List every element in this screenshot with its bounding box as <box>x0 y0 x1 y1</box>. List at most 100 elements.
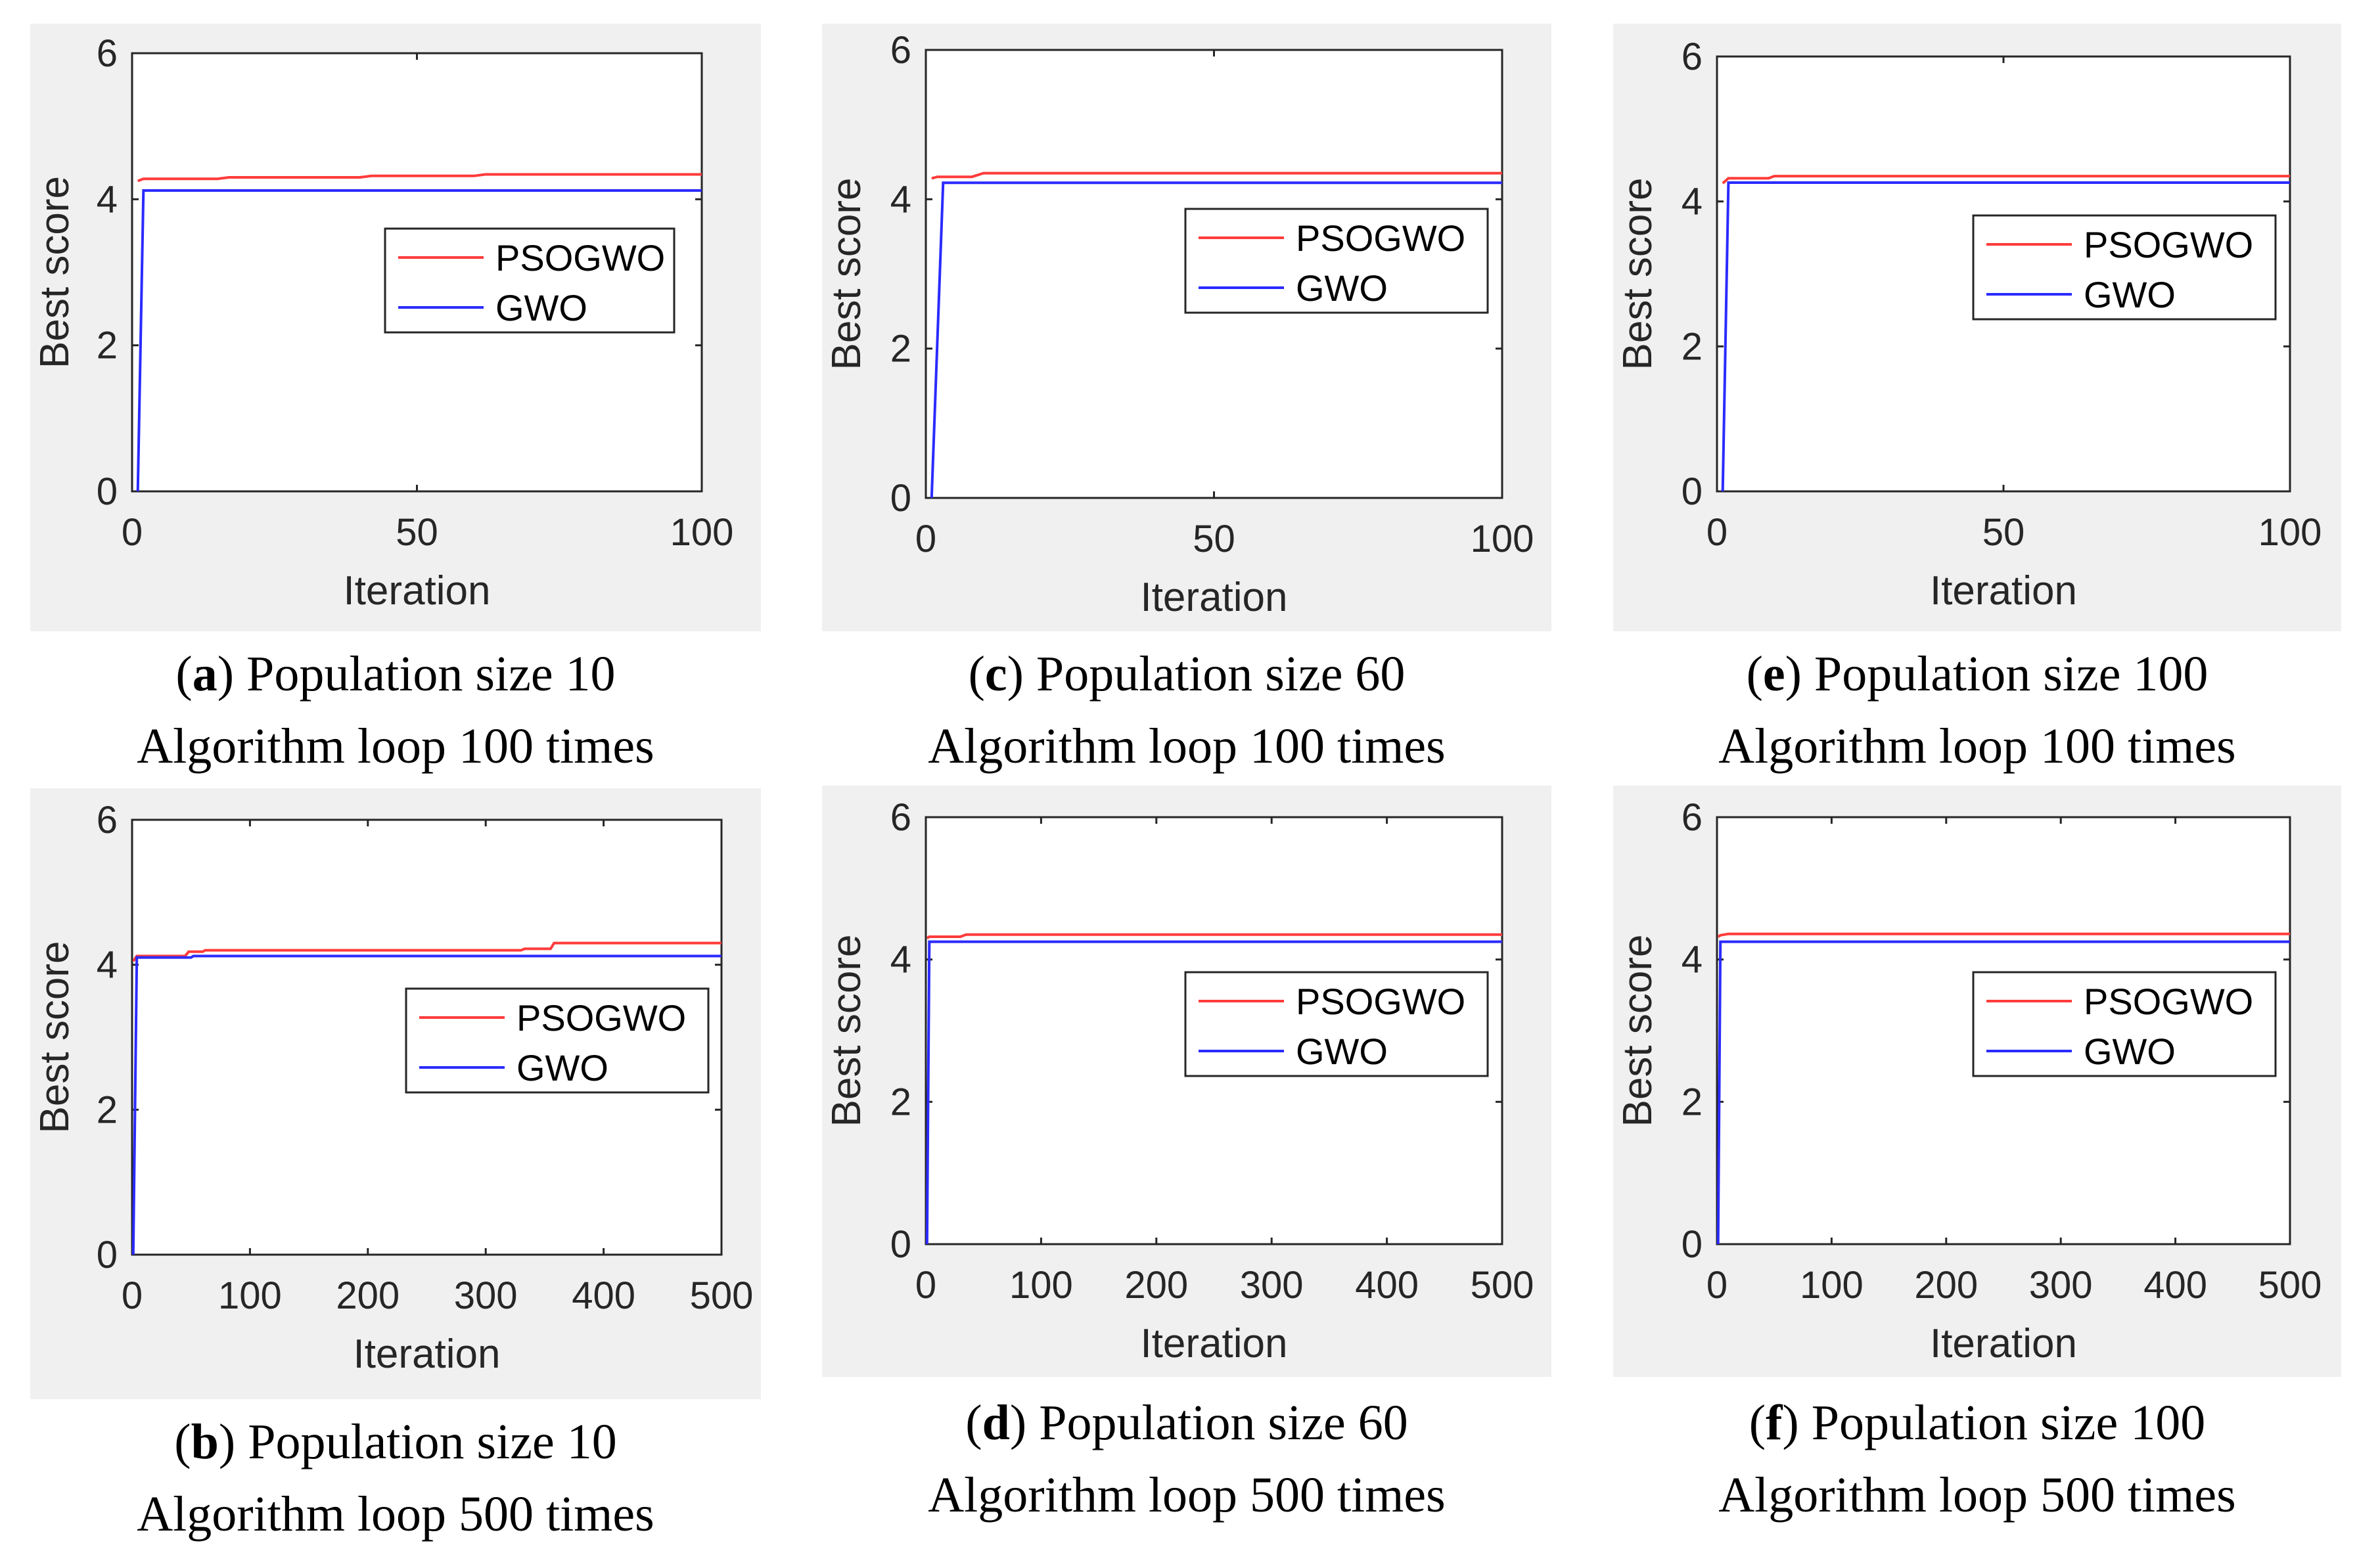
caption-letter: b <box>191 1414 219 1469</box>
chart-svg: 0 50 100 0 2 4 6 Iteration Best score PSOGWO GWO <box>32 32 733 614</box>
y-tick-label: 2 <box>1682 1081 1703 1123</box>
x-tick-label: 50 <box>1193 518 1235 560</box>
figure-area: 0 100 200 300 400 500 0 2 4 6 Iteration Best score P… <box>1613 786 2341 1377</box>
caption-line1: Population size 10 <box>248 1414 617 1469</box>
caption-letter: a <box>192 646 217 702</box>
subplot-b: 0 100 200 300 400 500 0 2 4 6 Iteration Best score P… <box>30 788 761 1557</box>
subplot-d: 0 100 200 300 400 500 0 2 4 6 Iteration Best score P… <box>822 786 1551 1554</box>
y-tick-label: 6 <box>890 29 911 72</box>
y-tick-label: 0 <box>890 477 911 520</box>
legend-label-gwo: GWO <box>495 287 587 328</box>
y-tick-label: 0 <box>1682 1223 1703 1266</box>
caption-letter: d <box>982 1395 1010 1450</box>
subplot-f: 0 100 200 300 400 500 0 2 4 6 Iteration Best score P… <box>1613 786 2341 1554</box>
x-axis-label: Iteration <box>1140 575 1287 620</box>
chart-svg: 0 100 200 300 400 500 0 2 4 6 Iteration Best score P… <box>824 796 1534 1366</box>
figure-area: 0 50 100 0 2 4 6 Iteration Best score PSOGWO GWO <box>30 24 761 631</box>
caption: (b) Population size 10 Algorithm loop 50… <box>30 1406 761 1550</box>
x-tick-label: 0 <box>1706 511 1728 554</box>
y-tick-label: 6 <box>97 799 118 841</box>
caption-line2: Algorithm loop 100 times <box>928 719 1446 774</box>
x-tick-label: 400 <box>2143 1264 2207 1307</box>
caption-letter: e <box>1762 646 1785 702</box>
caption: (d) Population size 60 Algorithm loop 50… <box>822 1387 1551 1531</box>
caption-line2: Algorithm loop 100 times <box>1718 719 2236 774</box>
subplot-e: 0 50 100 0 2 4 6 Iteration Best score PSOGWO GWO (… <box>1613 24 2341 774</box>
figure-area: 0 100 200 300 400 500 0 2 4 6 Iteration Best score P… <box>30 788 761 1399</box>
x-tick-label: 100 <box>1800 1264 1864 1307</box>
y-axis-label: Best score <box>824 935 869 1127</box>
series-line-psogwo <box>931 171 1502 180</box>
x-tick-label: 500 <box>2258 1264 2322 1307</box>
chart-svg: 0 100 200 300 400 500 0 2 4 6 Iteration Best score P… <box>1615 796 2322 1366</box>
y-tick-label: 4 <box>1682 181 1703 223</box>
y-tick-label: 6 <box>1682 35 1703 78</box>
caption: (c) Population size 60 Algorithm loop 10… <box>822 638 1551 782</box>
legend-box <box>405 987 710 1094</box>
caption: (e) Population size 100 Algorithm loop 1… <box>1613 638 2341 782</box>
y-axis-label: Best score <box>1615 935 1660 1127</box>
caption-line1: Population size 100 <box>1811 1395 2206 1450</box>
x-tick-label: 300 <box>1240 1264 1304 1307</box>
legend-label-gwo: GWO <box>1296 267 1388 309</box>
caption-line2: Algorithm loop 500 times <box>928 1467 1446 1523</box>
x-tick-label: 200 <box>1124 1264 1188 1307</box>
series-line-gwo <box>131 954 721 1255</box>
x-tick-label: 100 <box>1471 518 1534 560</box>
x-axis-label: Iteration <box>1930 1321 2077 1366</box>
caption-line1: Population size 10 <box>246 646 616 702</box>
y-tick-label: 2 <box>890 1081 911 1123</box>
x-tick-label: 0 <box>1706 1264 1728 1307</box>
x-tick-label: 0 <box>915 518 936 560</box>
caption: (a) Population size 10 Algorithm loop 10… <box>30 638 761 782</box>
series-line-psogwo <box>132 941 721 962</box>
series-line-gwo <box>1721 181 2290 492</box>
x-tick-label: 500 <box>1471 1264 1534 1307</box>
series-line-gwo <box>136 189 702 492</box>
x-axis-label: Iteration <box>353 1332 500 1377</box>
y-tick-label: 4 <box>97 178 118 221</box>
chart-svg: 0 100 200 300 400 500 0 2 4 6 Iteration Best score P… <box>32 799 753 1377</box>
legend-box <box>384 227 675 334</box>
y-tick-label: 0 <box>97 470 118 513</box>
y-tick-label: 2 <box>97 325 118 367</box>
series-line-psogwo <box>1722 175 2290 185</box>
legend-label-psogwo: PSOGWO <box>495 237 665 279</box>
x-tick-label: 100 <box>218 1274 282 1317</box>
x-tick-label: 100 <box>2258 511 2322 554</box>
legend-label-psogwo: PSOGWO <box>1296 217 1465 259</box>
legend-label-psogwo: PSOGWO <box>516 997 686 1039</box>
y-tick-label: 6 <box>97 32 118 75</box>
subplot-c: 0 50 100 0 2 4 6 Iteration Best score PSOGWO GWO (… <box>822 24 1551 774</box>
subplot-a: 0 50 100 0 2 4 6 Iteration Best score PSOGWO GWO (… <box>30 24 761 774</box>
series-line-psogwo <box>1717 932 2290 938</box>
x-tick-label: 200 <box>1914 1264 1978 1307</box>
legend-label-gwo: GWO <box>2084 1031 2176 1072</box>
y-axis-label: Best score <box>1615 178 1660 370</box>
y-tick-label: 0 <box>1682 470 1703 513</box>
legend-label-gwo: GWO <box>1296 1031 1388 1072</box>
legend-label-psogwo: PSOGWO <box>2084 224 2253 265</box>
y-tick-label: 4 <box>97 944 118 987</box>
x-tick-label: 0 <box>122 1274 143 1317</box>
legend-box <box>1972 214 2277 321</box>
caption-line2: Algorithm loop 500 times <box>1718 1467 2236 1523</box>
legend-box <box>1972 971 2277 1077</box>
caption: (f) Population size 100 Algorithm loop 5… <box>1613 1387 2341 1531</box>
series-line-psogwo <box>137 173 702 183</box>
x-tick-label: 50 <box>1982 511 2025 554</box>
x-axis-label: Iteration <box>343 568 490 614</box>
caption-letter: f <box>1766 1395 1783 1450</box>
caption-line1: Population size 60 <box>1039 1395 1408 1450</box>
caption-line1: Population size 100 <box>1814 646 2208 702</box>
caption-line2: Algorithm loop 100 times <box>137 719 654 774</box>
y-axis-label: Best score <box>32 176 78 369</box>
caption-letter: c <box>984 646 1007 702</box>
x-tick-label: 300 <box>2029 1264 2093 1307</box>
legend-box <box>1184 208 1489 314</box>
y-tick-label: 6 <box>890 796 911 839</box>
y-tick-label: 4 <box>1682 939 1703 981</box>
legend-label-gwo: GWO <box>516 1047 608 1088</box>
x-tick-label: 100 <box>1009 1264 1073 1307</box>
x-tick-label: 200 <box>336 1274 400 1317</box>
